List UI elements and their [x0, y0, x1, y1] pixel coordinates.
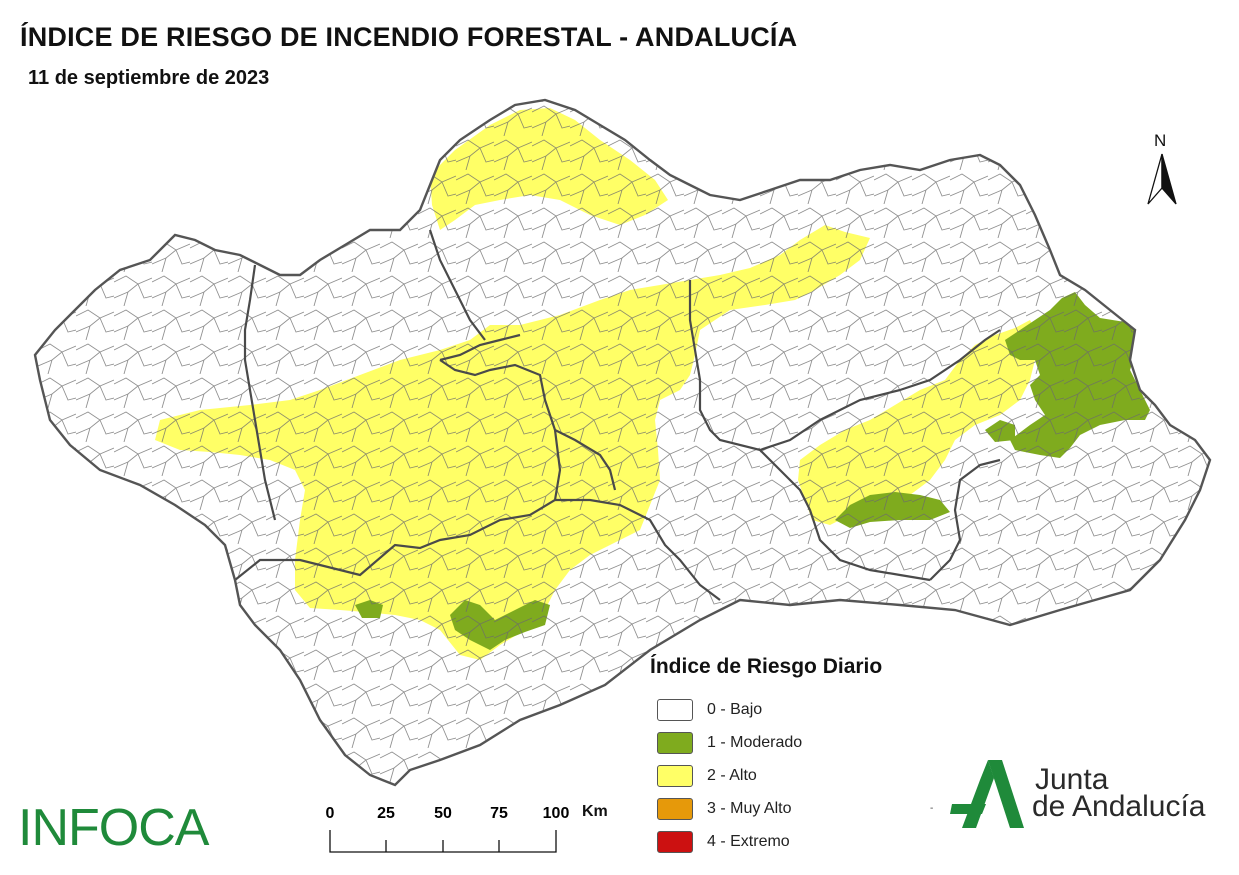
legend-label: 1 - Moderado: [707, 733, 803, 751]
legend-item-bajo: 0 - Bajo: [650, 693, 882, 726]
legend-swatch-moderado: [657, 731, 693, 754]
scale-unit: Km: [582, 803, 608, 820]
andalucia-outline: [33, 98, 1212, 787]
junta-line1: Junta: [1035, 763, 1109, 796]
separator-dot: -: [930, 803, 934, 814]
scale-bar: 0 25 50 75 100: [326, 805, 570, 853]
legend-item-moderado: 1 - Moderado: [650, 726, 882, 759]
map-date: 11 de septiembre de 2023: [28, 67, 270, 89]
legend-item-muy-alto: 3 - Muy Alto: [650, 792, 882, 825]
province-borders: [234, 229, 1001, 601]
infoca-logo: INFOCA: [18, 799, 209, 857]
legend-label: 0 - Bajo: [707, 700, 763, 718]
legend-swatch-muy-alto: [657, 797, 693, 820]
north-label: N: [1154, 131, 1167, 150]
legend-label: 2 - Alto: [707, 766, 757, 784]
scale-tick-label: 75: [490, 805, 508, 822]
scale-tick-label: 25: [377, 805, 395, 822]
legend-label: 4 - Extremo: [707, 832, 790, 850]
legend-swatch-alto: [657, 764, 693, 787]
legend: Índice de Riesgo Diario 0 - Bajo 1 - Mod…: [650, 655, 882, 858]
north-arrow-icon: [1147, 153, 1177, 205]
legend-item-alto: 2 - Alto: [650, 759, 882, 792]
map-title: ÍNDICE DE RIESGO DE INCENDIO FORESTAL - …: [20, 22, 798, 52]
scale-tick-label: 0: [326, 805, 335, 822]
junta-logo-icon: [950, 760, 1024, 828]
legend-item-extremo: 4 - Extremo: [650, 825, 882, 858]
junta-line2: de Andalucía: [1032, 790, 1206, 823]
legend-swatch-extremo: [657, 830, 693, 853]
legend-title: Índice de Riesgo Diario: [650, 655, 883, 678]
scale-tick-label: 50: [434, 805, 452, 822]
legend-swatch-bajo: [657, 698, 693, 721]
scale-tick-label: 100: [543, 805, 570, 822]
legend-label: 3 - Muy Alto: [707, 799, 792, 817]
